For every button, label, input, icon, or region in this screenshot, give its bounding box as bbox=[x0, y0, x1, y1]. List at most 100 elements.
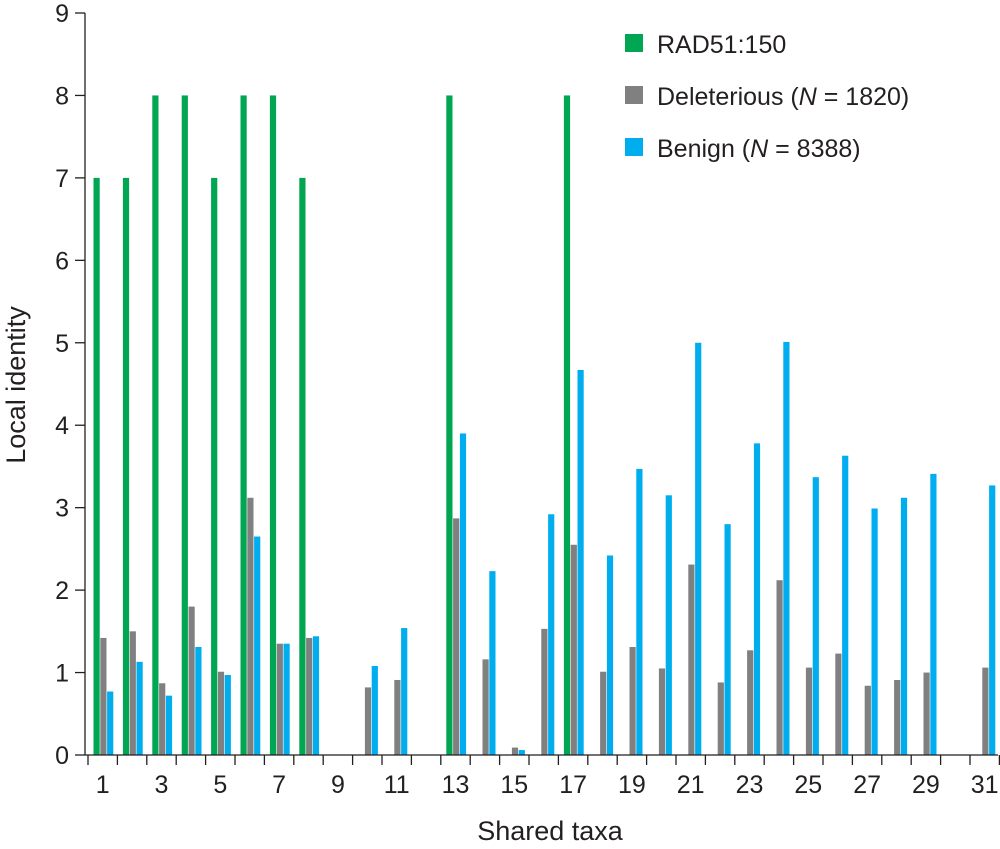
bar-benign-23 bbox=[753, 443, 761, 755]
bar-deleterious-5 bbox=[217, 671, 225, 755]
bar-benign-16 bbox=[548, 514, 555, 755]
bar-deleterious-26 bbox=[835, 653, 842, 755]
bar-deleterious-28 bbox=[894, 679, 901, 755]
bar-deleterious-29 bbox=[923, 672, 930, 755]
y-tick-label-2: 2 bbox=[55, 577, 69, 605]
bar-deleterious-4 bbox=[188, 606, 195, 755]
x-tick-label-19: 19 bbox=[618, 771, 646, 799]
bar-deleterious-20 bbox=[658, 668, 666, 755]
bar-deleterious-3 bbox=[159, 683, 166, 755]
bar-deleterious-14 bbox=[482, 659, 489, 755]
y-tick-label-5: 5 bbox=[55, 330, 69, 358]
bar-deleterious-22 bbox=[717, 682, 724, 755]
x-tick-label-29: 29 bbox=[912, 771, 940, 799]
bar-benign-3 bbox=[165, 695, 173, 755]
bar-deleterious-18 bbox=[600, 671, 607, 755]
x-tick-label-25: 25 bbox=[794, 771, 822, 799]
y-axis-title: Local identity bbox=[1, 306, 31, 464]
bar-benign-26 bbox=[842, 455, 849, 755]
bar-benign-21 bbox=[695, 342, 702, 755]
bar-benign-27 bbox=[871, 508, 878, 755]
bar-rad51-150-8 bbox=[299, 177, 306, 755]
bar-benign-29 bbox=[930, 473, 937, 755]
bar-benign-8 bbox=[312, 636, 320, 755]
bar-deleterious-17 bbox=[570, 544, 577, 755]
x-axis-title: Shared taxa bbox=[477, 816, 624, 846]
y-tick-label-7: 7 bbox=[55, 165, 69, 193]
bar-benign-13 bbox=[459, 433, 467, 755]
y-tick-label-4: 4 bbox=[55, 412, 69, 440]
bar-deleterious-1 bbox=[100, 637, 107, 755]
y-tick-label-9: 9 bbox=[55, 0, 69, 28]
x-tick-label-7: 7 bbox=[272, 771, 286, 799]
x-tick-label-21: 21 bbox=[677, 771, 705, 799]
bar-deleterious-11 bbox=[394, 679, 401, 755]
bar-deleterious-19 bbox=[629, 647, 636, 755]
bar-benign-25 bbox=[812, 477, 819, 755]
bar-benign-4 bbox=[195, 647, 202, 755]
bar-benign-10 bbox=[371, 665, 378, 755]
bar-benign-19 bbox=[636, 468, 643, 755]
bar-rad51-150-13 bbox=[446, 95, 453, 755]
bar-deleterious-25 bbox=[805, 667, 813, 755]
bar-rad51-150-4 bbox=[181, 95, 188, 755]
bar-benign-1 bbox=[107, 691, 114, 755]
legend-swatch-deleterious bbox=[625, 86, 643, 104]
bar-deleterious-16 bbox=[541, 628, 548, 755]
x-tick-label-17: 17 bbox=[559, 771, 587, 799]
legend-swatch-rad51-150 bbox=[625, 34, 643, 52]
bar-benign-2 bbox=[136, 661, 143, 755]
x-tick-label-31: 31 bbox=[971, 771, 999, 799]
bar-deleterious-7 bbox=[276, 643, 283, 755]
bar-benign-15 bbox=[518, 750, 525, 755]
y-tick-label-8: 8 bbox=[55, 82, 69, 110]
bar-deleterious-24 bbox=[776, 580, 783, 755]
bar-benign-20 bbox=[665, 495, 672, 755]
legend-label-benign: Benign (N = 8388) bbox=[657, 135, 861, 163]
y-tick-label-6: 6 bbox=[55, 247, 69, 275]
x-tick-label-15: 15 bbox=[500, 771, 528, 799]
bar-deleterious-15 bbox=[511, 747, 519, 755]
bar-benign-14 bbox=[489, 571, 496, 755]
bar-rad51-150-7 bbox=[269, 95, 277, 755]
bar-deleterious-2 bbox=[129, 631, 136, 755]
bar-rad51-150-17 bbox=[563, 95, 571, 755]
legend-label-deleterious: Deleterious (N = 1820) bbox=[657, 83, 909, 111]
legend: RAD51:150 Deleterious (N = 1820) Benign (N… bbox=[625, 31, 909, 163]
bar-rad51-150-5 bbox=[211, 177, 218, 755]
x-tick-label-1: 1 bbox=[96, 771, 110, 799]
axes-group bbox=[84, 13, 998, 756]
legend-swatch-benign bbox=[625, 138, 643, 156]
x-tick-label-13: 13 bbox=[442, 771, 470, 799]
bar-rad51-150-2 bbox=[122, 177, 130, 755]
bar-deleterious-10 bbox=[364, 687, 372, 755]
x-tick-label-23: 23 bbox=[736, 771, 764, 799]
x-tick-label-3: 3 bbox=[155, 771, 169, 799]
x-tick-label-5: 5 bbox=[213, 771, 227, 799]
x-tick-label-9: 9 bbox=[331, 771, 345, 799]
bars-group bbox=[93, 95, 996, 755]
bar-benign-28 bbox=[900, 497, 908, 755]
bar-deleterious-27 bbox=[864, 685, 871, 755]
bar-benign-31 bbox=[989, 485, 996, 755]
bar-deleterious-6 bbox=[247, 497, 254, 755]
bar-benign-5 bbox=[224, 675, 231, 755]
bar-benign-6 bbox=[254, 536, 261, 755]
bar-deleterious-21 bbox=[688, 564, 695, 755]
bar-benign-18 bbox=[606, 555, 614, 755]
bar-rad51-150-6 bbox=[240, 95, 247, 755]
bar-deleterious-13 bbox=[453, 518, 460, 755]
bar-benign-22 bbox=[724, 524, 731, 755]
y-tick-label-3: 3 bbox=[55, 495, 69, 523]
x-tick-label-27: 27 bbox=[853, 771, 881, 799]
y-tick-label-0: 0 bbox=[55, 742, 69, 770]
bar-rad51-150-3 bbox=[152, 95, 159, 755]
bar-rad51-150-1 bbox=[93, 177, 100, 755]
bar-deleterious-31 bbox=[982, 667, 989, 755]
bar-benign-24 bbox=[783, 341, 790, 755]
bar-deleterious-8 bbox=[306, 637, 313, 755]
legend-label-rad51-150: RAD51:150 bbox=[657, 31, 786, 59]
y-tick-label-1: 1 bbox=[55, 660, 69, 688]
